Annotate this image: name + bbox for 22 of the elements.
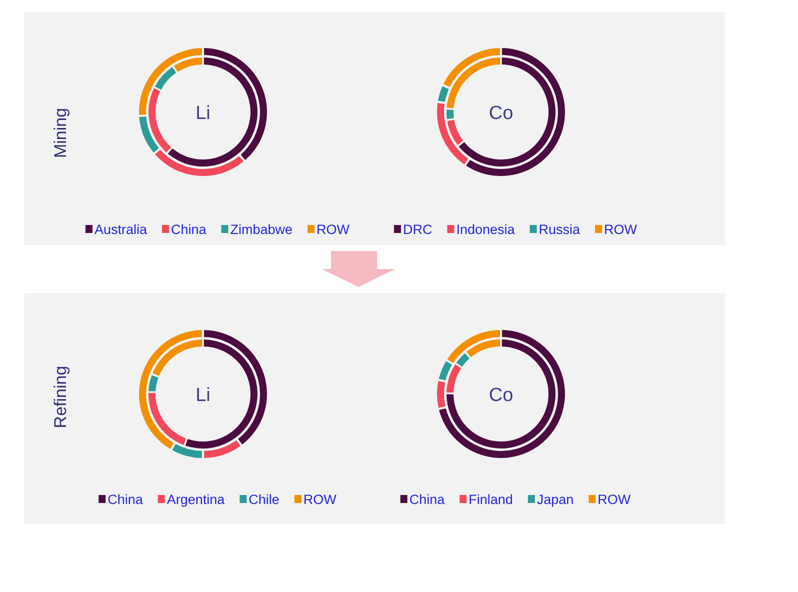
- text: Co: [488, 103, 514, 124]
- legend-label: Indonesia: [456, 222, 516, 237]
- legend-label: Japan: [536, 492, 574, 507]
- legend-label: Zimbabwe: [230, 222, 293, 237]
- legend-label: China: [108, 492, 144, 507]
- legend-label: ROW: [598, 492, 631, 507]
- legend-label: ROW: [604, 222, 638, 237]
- text: Mining: [50, 108, 70, 158]
- legend-label: DRC: [402, 222, 432, 237]
- legend-label: ROW: [303, 492, 337, 507]
- legend-label: China: [409, 492, 446, 507]
- text: Li: [196, 103, 210, 124]
- text: Li: [196, 385, 210, 406]
- legend-label: Finland: [468, 492, 513, 507]
- legend-label: Chile: [248, 492, 280, 507]
- text: Refining: [50, 366, 70, 428]
- legend-label: Argentina: [166, 492, 226, 507]
- legend-label: Russia: [538, 222, 581, 237]
- text: Co: [488, 385, 514, 406]
- legend-label: China: [170, 222, 207, 237]
- legend-label: Australia: [94, 222, 148, 237]
- legend-label: ROW: [316, 222, 350, 237]
